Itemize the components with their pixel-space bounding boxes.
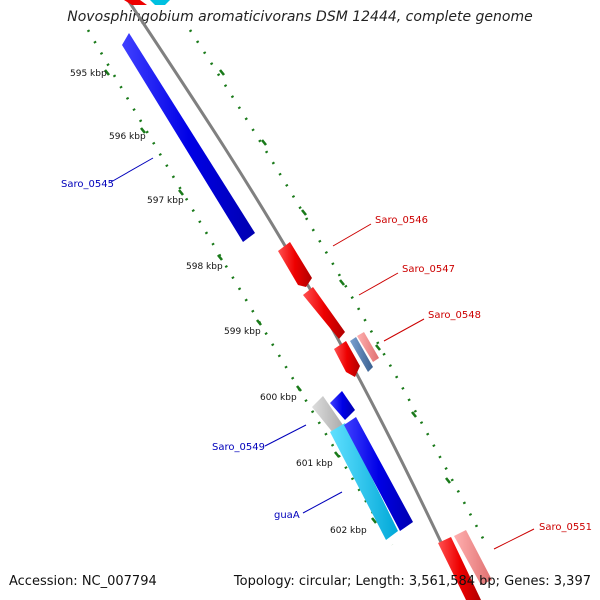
gene-label[interactable]: Saro_0549	[212, 442, 265, 453]
accession-text: Accession: NC_007794	[9, 574, 157, 589]
tick-label: 601 kbp	[296, 459, 333, 469]
tick-ring-outer	[188, 29, 490, 549]
gene-saro-0549-cap[interactable]	[312, 396, 345, 434]
gene-saro-0546[interactable]	[278, 242, 312, 287]
minus-leader-lines	[110, 157, 343, 514]
gene-saro-0549[interactable]	[330, 391, 355, 420]
gene-saro-0548b[interactable]	[350, 337, 373, 372]
genome-title: Novosphingobium aromaticivorans DSM 1244…	[67, 9, 533, 25]
tick-label: 595 kbp	[70, 69, 107, 79]
gene-label[interactable]: Saro_0551	[539, 522, 592, 533]
gene-guaA[interactable]	[330, 423, 398, 540]
gene-saro-0548[interactable]	[334, 341, 360, 377]
tick-label: 602 kbp	[330, 526, 367, 536]
gene-label[interactable]: Saro_0545	[61, 179, 114, 190]
tick-label: 598 kbp	[186, 262, 223, 272]
gene-saro-0548c[interactable]	[357, 332, 379, 362]
gene-label[interactable]: Saro_0546	[375, 215, 428, 226]
gene-label[interactable]: Saro_0548	[428, 310, 481, 321]
gene-saro-0547[interactable]	[303, 287, 345, 339]
gene-label[interactable]: guaA	[274, 510, 300, 521]
tick-label: 599 kbp	[224, 327, 261, 337]
genome-summary-text: Topology: circular; Length: 3,561,584 bp…	[233, 574, 591, 589]
tick-label: 596 kbp	[109, 132, 146, 142]
major-ticks	[103, 69, 452, 524]
tick-label: 600 kbp	[260, 393, 297, 403]
tick-label: 597 kbp	[147, 196, 184, 206]
tick-labels: 595 kbp 596 kbp 597 kbp 598 kbp 599 kbp …	[70, 69, 367, 536]
gene-feature[interactable]	[124, 0, 147, 5]
gene-saro-0551[interactable]	[438, 537, 481, 600]
gene-saro-0545[interactable]	[122, 33, 255, 242]
plus-leader-lines	[332, 223, 535, 550]
gene-label[interactable]: Saro_0547	[402, 264, 455, 275]
gene-saro-0549-body[interactable]	[344, 417, 413, 531]
gene-saro-0551-b[interactable]	[454, 530, 492, 585]
gene-feature[interactable]	[150, 0, 170, 5]
